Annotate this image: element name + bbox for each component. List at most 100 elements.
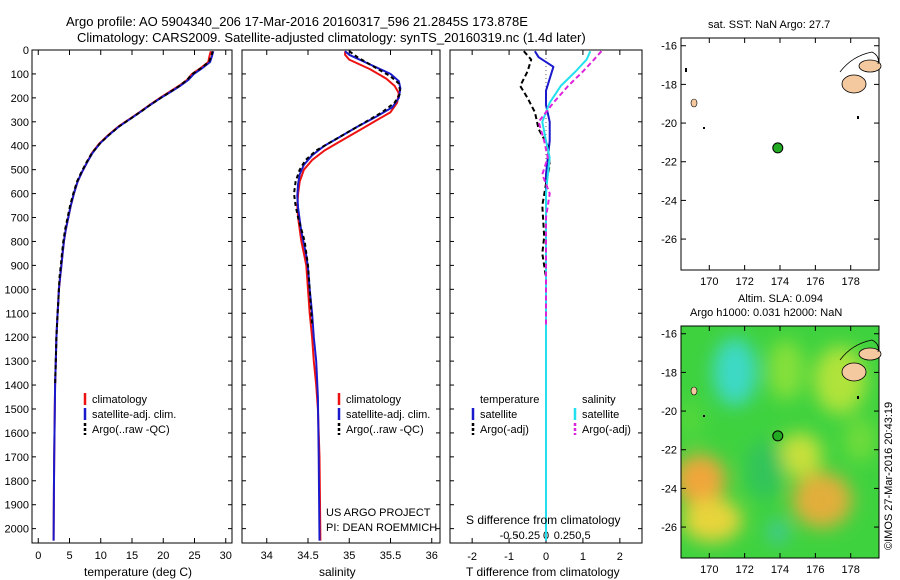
sst-ytick-label: -18 [661,79,677,91]
project-name: US ARGO PROJECT [326,507,431,519]
sal-legend-clim: climatology [346,394,402,406]
sal-xtick-label: 35 [343,550,355,562]
sla-island-vanua-levu [858,347,882,361]
t-difference-xlabel: T difference from climatology [466,565,620,579]
temp-xtick-label: 20 [157,550,169,562]
depth-tick-label: 900 [11,260,29,272]
sla-blob-yellow-1 [682,498,742,542]
sst-ytick-label: -16 [661,41,677,53]
sla-heatmap [681,326,879,558]
temp-legend-clim: climatology [92,394,148,406]
sst-island-viti-levu [841,74,867,94]
diff-legend-temperature: temperature [480,394,539,406]
sst-map-axis: 170 172 174 176 178 -16 -18 -20 -22 -24 -26 [661,38,879,288]
sla-title-line-2: Argo h1000: 0.031 h2000: NaN [690,307,842,319]
depth-tick-label: 500 [11,165,29,177]
salinity-legend: climatology satellite-adj. clim. Argo(..… [337,393,430,436]
difference-series [519,50,603,541]
sst-map-title: sat. SST: NaN Argo: 27.7 [708,19,830,31]
diff-xtick-label: -1 [504,551,514,563]
depth-tick-label: 2000 [5,524,29,536]
sst-ytick-label: -22 [661,157,677,169]
sla-blob-lime-3 [844,418,876,462]
depth-tick-label: 200 [11,93,29,105]
sst-islet-2 [685,68,687,72]
sla-ytick-label: -20 [661,406,677,418]
sla-ytick-label: -26 [661,522,677,534]
diff-legend-s-argo: Argo(-adj) [582,424,631,436]
sla-argo-float-marker [772,430,784,442]
depth-tick-label: 1000 [5,284,29,296]
depth-tick-label: 1500 [5,404,29,416]
sla-xtick-label: 178 [842,564,860,576]
sal-legend-sat: satellite-adj. clim. [346,409,430,421]
sal-series-climatology [296,51,400,541]
depth-tick-label: 1800 [5,476,29,488]
diff-xtick-label: 1 [580,551,586,563]
sst-reef-outline [839,51,879,73]
depth-tick-label: 0 [23,45,29,57]
sst-islet-1 [703,127,705,129]
sla-ytick-label: -24 [661,483,677,495]
temp-xtick-label: 30 [220,550,232,562]
sst-xtick-label: 172 [735,276,753,288]
temp-xtick-label: 25 [188,550,200,562]
sla-title-line-1: Altim. SLA: 0.094 [738,293,823,305]
sal-xtick-label: 35.5 [380,550,401,562]
salinity-plot-frame [241,49,441,544]
sla-blob-green-dark [745,440,785,500]
sal-xtick-label: 36 [426,550,438,562]
sla-xtick-label: 174 [771,564,789,576]
temp-xtick-label: 5 [66,550,72,562]
sla-blob-lime-1 [768,340,804,400]
imos-credit: ©IMOS 27-Mar-2016 20:43:19 [883,402,895,550]
sla-blob-orange-2 [792,472,852,528]
sst-ytick-label: -20 [661,118,677,130]
depth-tick-label: 1200 [5,332,29,344]
sla-xtick-label: 170 [700,564,718,576]
sla-map-axis: 170 172 174 176 178 -16 -18 -20 -22 -24 -26 [661,326,879,576]
diff-legend-salinity: salinity [582,394,616,406]
sst-map-land [685,51,882,129]
sla-island-small-1 [690,386,698,396]
s-diff-xtick-label: 0.5 [575,530,590,542]
sla-islet-2 [857,396,859,399]
temperature-axis: 0100200300400500600700800900100011001200… [5,45,232,562]
depth-tick-label: 800 [11,236,29,248]
temp-legend-argo: Argo(..raw -QC) [92,424,170,436]
salinity-xlabel: salinity [319,565,356,579]
difference-legend: temperature satellite Argo(-adj) salinit… [471,394,631,436]
sst-xtick-label: 176 [806,276,824,288]
sla-blob-cyan-1 [713,338,757,406]
sla-ytick-label: -22 [661,445,677,457]
sla-map-land [690,339,882,417]
depth-tick-label: 1900 [5,500,29,512]
sst-islet-3 [857,116,859,119]
difference-axis: -2 -1 0 1 2-0.5-0.25 0 0.25 0.5 [450,49,642,563]
sst-xtick-label: 174 [771,276,789,288]
depth-tick-label: 1300 [5,356,29,368]
temp-xtick-label: 10 [95,550,107,562]
diff-xtick-label: -2 [467,551,477,563]
depth-tick-label: 400 [11,141,29,153]
sst-island-small-1 [690,98,698,108]
sst-map-frame [680,37,880,271]
depth-tick-label: 1400 [5,380,29,392]
sal-xtick-label: 34 [261,550,273,562]
diff-legend-t-argo: Argo(-adj) [480,424,529,436]
sla-reef-outline [839,339,879,361]
s-diff-xtick-label: 0.25 [554,530,575,542]
diff-legend-t-sat: satellite [480,409,517,421]
salinity-axis: 34 34.5 35 35.5 36 [242,49,440,562]
sst-xtick-label: 170 [700,276,718,288]
sst-xtick-label: 178 [842,276,860,288]
sla-xtick-label: 172 [735,564,753,576]
sla-xtick-label: 176 [806,564,824,576]
temperature-series [52,50,215,541]
sla-island-viti-levu [841,362,867,382]
diff-legend-s-sat: satellite [582,409,619,421]
sla-ytick-label: -16 [661,329,677,341]
header-line-2: Climatology: CARS2009. Satellite-adjuste… [77,30,586,45]
temp-legend-sat: satellite-adj. clim. [92,409,176,421]
